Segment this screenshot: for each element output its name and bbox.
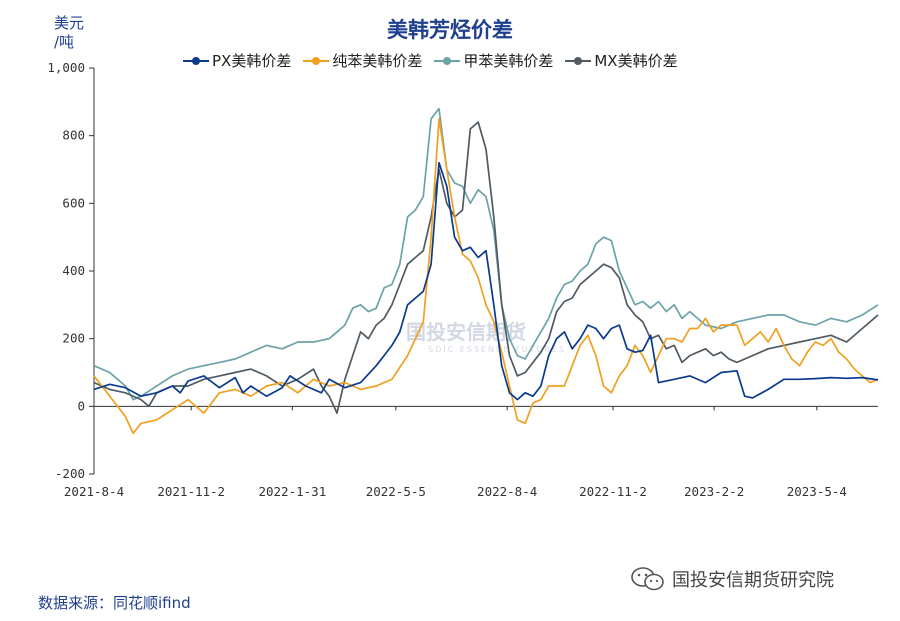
legend-item-benzene: 纯苯美韩价差 [303, 50, 422, 71]
x-tick-label: 2022-5-5 [366, 484, 426, 499]
watermark-sub: SDIC ESSENCE FUTURES [428, 345, 567, 354]
y-tick-label: 200 [62, 331, 85, 346]
legend-label-toluene: 甲苯美韩价差 [463, 52, 554, 70]
legend-swatch-mx [565, 55, 592, 67]
legend-label-benzene: 纯苯美韩价差 [332, 52, 423, 70]
legend-swatch-px [183, 55, 209, 67]
legend: PX美韩价差 纯苯美韩价差 甲苯美韩价差 MX美韩价差 [183, 50, 690, 71]
x-tick-label: 2022-1-31 [258, 484, 326, 499]
y-axis-unit: 美元 /吨 [54, 14, 84, 52]
brand: 国投安信期货研究院 [630, 566, 834, 592]
legend-item-toluene: 甲苯美韩价差 [434, 50, 553, 71]
wechat-icon [631, 567, 664, 591]
series-line-0 [93, 161, 879, 401]
legend-item-px: PX美韩价差 [183, 50, 291, 71]
data-source: 数据来源：同花顺ifind [38, 594, 191, 612]
legend-item-mx: MX美韩价差 [565, 50, 678, 71]
y-tick-label: 0 [77, 398, 85, 413]
x-tick-label: 2021-8-4 [64, 484, 124, 499]
series-line-1 [93, 117, 879, 435]
y-tick-label: 800 [62, 128, 85, 143]
chart-title: 美韩芳烃价差 [387, 18, 513, 42]
y-tick-label: -200 [55, 466, 85, 481]
series-line-3 [93, 121, 879, 414]
y-unit-line-1: 美元 [54, 14, 85, 32]
legend-label-px: PX美韩价差 [212, 52, 292, 70]
y-tick-label: 400 [62, 263, 85, 278]
series-line-2 [93, 107, 879, 401]
x-tick-label: 2023-2-2 [684, 484, 744, 499]
x-tick-label: 2021-11-2 [157, 484, 225, 499]
legend-swatch-toluene [434, 55, 461, 67]
y-tick-label: 1,000 [47, 60, 85, 75]
brand-name: 国投安信期货研究院 [672, 570, 834, 591]
x-tick-label: 2023-5-4 [787, 484, 847, 499]
legend-label-mx: MX美韩价差 [594, 52, 678, 70]
x-tick-label: 2022-11-2 [579, 484, 647, 499]
y-tick-label: 600 [62, 195, 85, 210]
legend-swatch-benzene [303, 55, 330, 67]
y-unit-line-2: /吨 [54, 33, 75, 51]
x-tick-label: 2022-8-4 [477, 484, 537, 499]
